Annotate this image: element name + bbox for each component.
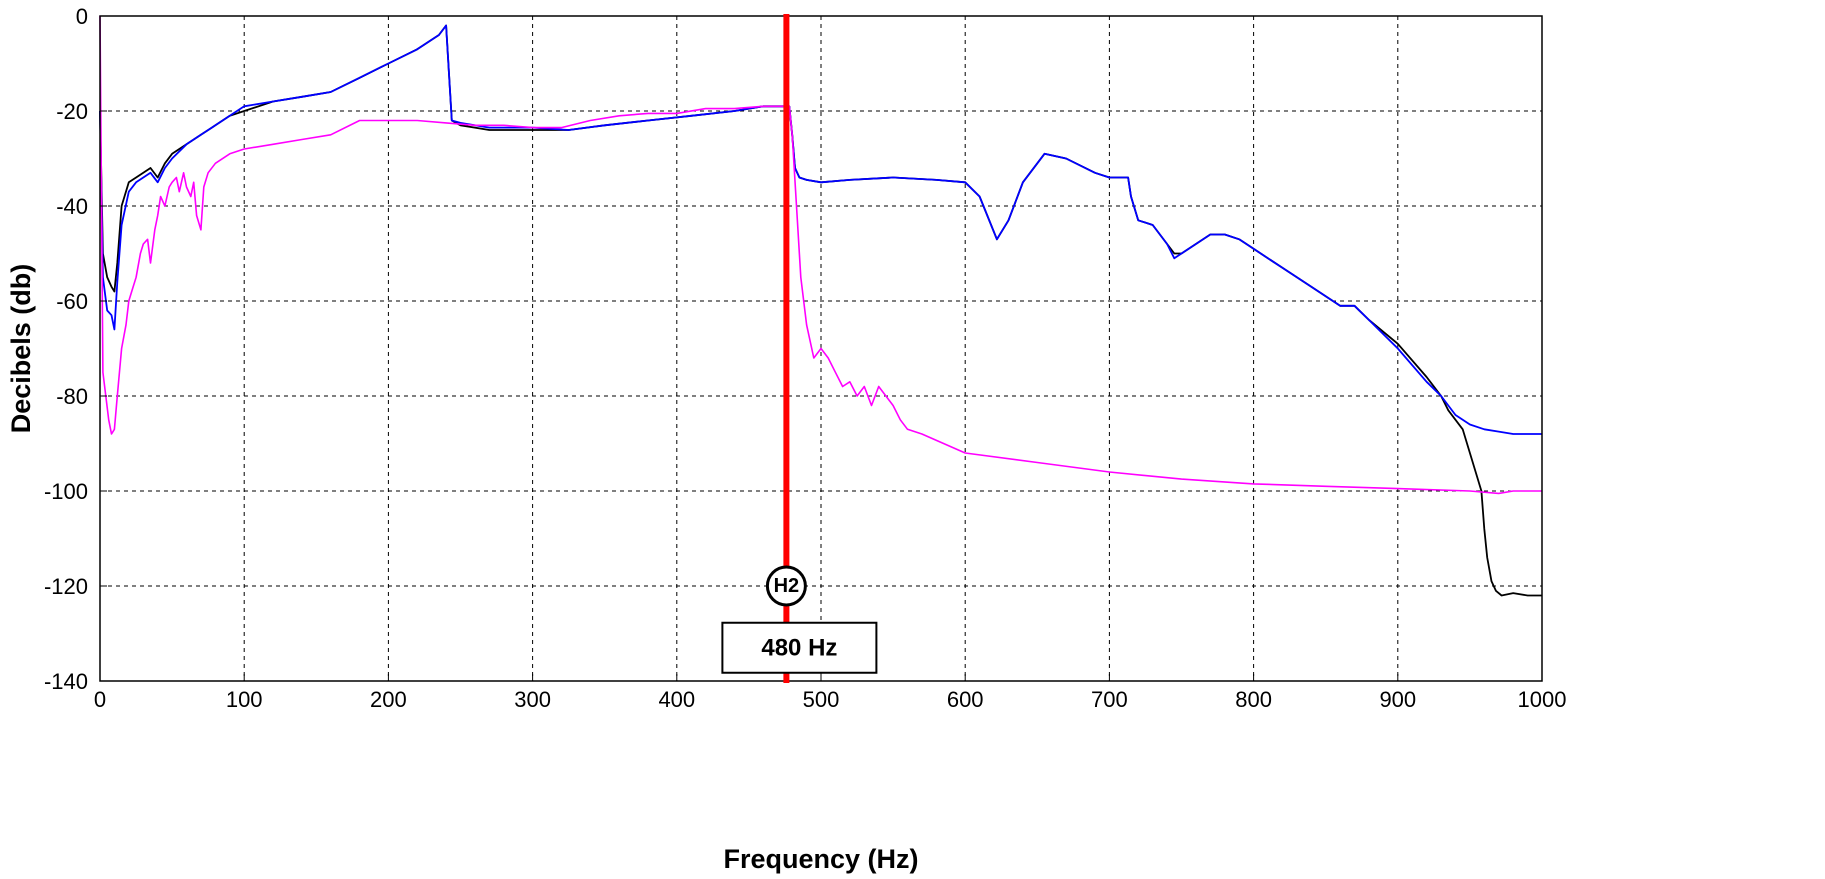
y-tick-label: -120 bbox=[44, 574, 88, 599]
marker-box-label: 480 Hz bbox=[761, 634, 837, 661]
y-tick-label: -80 bbox=[56, 384, 88, 409]
x-tick-label: 800 bbox=[1235, 687, 1272, 712]
tick-labels: 0 100 200 300 400 500 600 700 800 900 1000 0 -20 -40 -… bbox=[44, 4, 1567, 712]
y-tick-label: 0 bbox=[76, 4, 88, 29]
y-tick-label: -60 bbox=[56, 289, 88, 314]
series-line-3 bbox=[100, 16, 1542, 493]
annotations: H2 480 Hz bbox=[722, 14, 876, 683]
x-tick-label: 600 bbox=[947, 687, 984, 712]
x-tick-label: 200 bbox=[370, 687, 407, 712]
x-tick-label: 0 bbox=[94, 687, 106, 712]
x-tick-label: 100 bbox=[226, 687, 263, 712]
x-axis-label: Frequency (Hz) bbox=[723, 844, 918, 874]
x-tick-label: 1000 bbox=[1518, 687, 1567, 712]
y-tick-label: -100 bbox=[44, 479, 88, 504]
series-line-2 bbox=[100, 26, 1542, 435]
x-tick-label: 500 bbox=[803, 687, 840, 712]
y-tick-label: -40 bbox=[56, 194, 88, 219]
y-tick-label: -20 bbox=[56, 99, 88, 124]
x-tick-label: 400 bbox=[658, 687, 695, 712]
y-tick-label: -140 bbox=[44, 669, 88, 694]
x-tick-label: 900 bbox=[1379, 687, 1416, 712]
marker-circle-label: H2 bbox=[774, 575, 800, 597]
y-axis-label: Decibels (db) bbox=[6, 264, 36, 434]
x-tick-label: 300 bbox=[514, 687, 551, 712]
x-tick-label: 700 bbox=[1091, 687, 1128, 712]
